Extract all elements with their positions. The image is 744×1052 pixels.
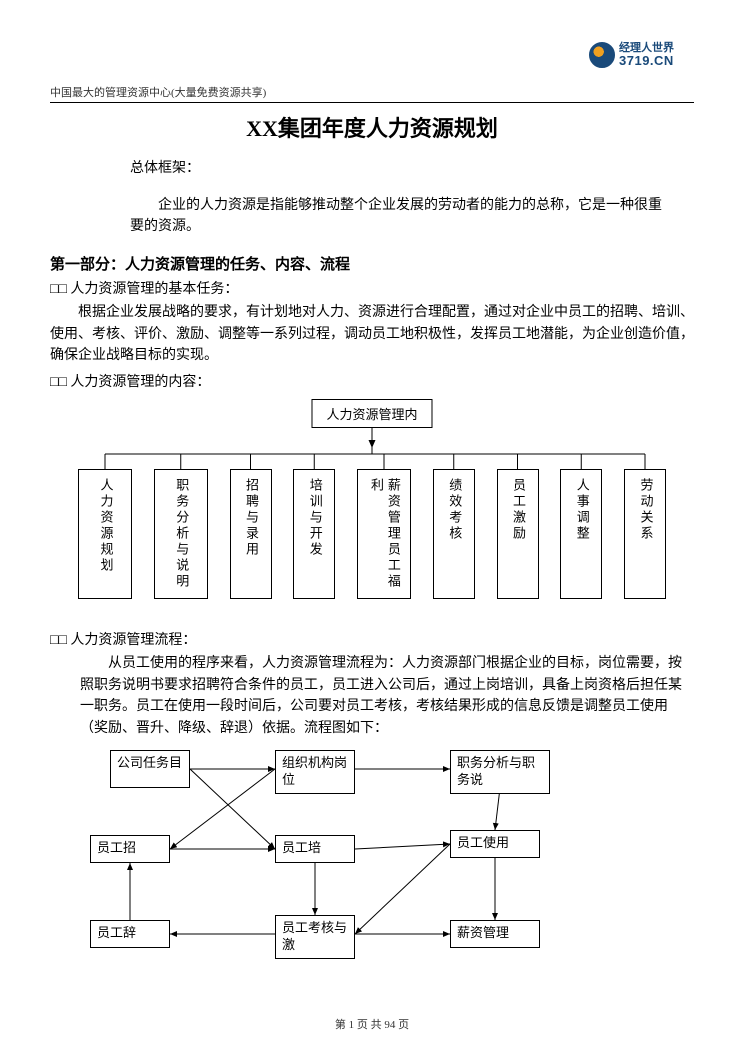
org-node-label: 人事调整 (573, 478, 590, 542)
section1-sub1-text: 人力资源管理的基本任务： (70, 282, 238, 297)
org-node-label: 人力资源规划 (97, 478, 114, 574)
section1-body1: 根据企业发展战略的要求，有计划地对人力、资源进行合理配置，通过对企业中员工的招聘… (50, 302, 694, 367)
subtitle: 总体框架： (130, 157, 694, 177)
section1-sub2-text: 人力资源管理的内容： (70, 375, 210, 390)
org-node-label: 招聘与录用 (242, 478, 259, 558)
org-node: 招聘与录用 (230, 469, 272, 599)
org-node: 培训与开发 (293, 469, 335, 599)
process-box-b9: 薪资管理 (450, 920, 540, 948)
page-footer: 第 1 页 共 94 页 (335, 1016, 409, 1032)
org-node: 绩效考核 (433, 469, 475, 599)
logo-icon (589, 42, 615, 68)
process-box-b1: 公司任务目 (110, 750, 190, 788)
process-box-b3: 职务分析与职务说 (450, 750, 550, 794)
process-box-b4: 员工招 (90, 835, 170, 863)
org-node-label: 劳动关系 (637, 478, 654, 542)
org-chart: 人力资源管理内 人力资源规划 职务分析与说明 招聘与录用 培训与开发 薪资管理员工福利 绩… (50, 399, 694, 609)
header-tagline: 中国最大的管理资源中心(大量免费资源共享) (50, 84, 694, 103)
logo-en: 3719.CN (619, 54, 674, 67)
org-node: 劳动关系 (624, 469, 666, 599)
org-node: 薪资管理员工福利 (357, 469, 411, 599)
logo: 经理人世界 3719.CN (589, 42, 674, 68)
process-diagram: 公司任务目 组织机构岗位 职务分析与职务说员工招 员工培 员工使用员工辞 员工考核与激 薪资… (50, 750, 694, 980)
org-nodes-row: 人力资源规划 职务分析与说明 招聘与录用 培训与开发 薪资管理员工福利 绩效考核 员工激励 人… (78, 469, 666, 599)
process-box-b7: 员工辞 (90, 920, 170, 948)
org-node-label: 员工激励 (509, 478, 526, 542)
org-node-label: 绩效考核 (445, 478, 462, 542)
process-box-b2: 组织机构岗位 (275, 750, 355, 794)
org-node-label: 职务分析与说明 (172, 478, 189, 590)
process-box-b6: 员工使用 (450, 830, 540, 858)
page-title: XX集团年度人力资源规划 (50, 111, 694, 143)
org-node-label: 薪资管理员工福利 (367, 478, 401, 598)
intro-text: 企业的人力资源是指能够推动整个企业发展的劳动者的能力的总称，它是一种很重要的资源… (130, 195, 694, 237)
process-box-b5: 员工培 (275, 835, 355, 863)
org-node: 员工激励 (497, 469, 539, 599)
process-box-b8: 员工考核与激 (275, 915, 355, 959)
section1-heading: 第一部分：人力资源管理的任务、内容、流程 (50, 253, 694, 274)
org-top-box: 人力资源管理内 (311, 399, 432, 428)
section2-sub-text: 人力资源管理流程： (70, 633, 196, 648)
section2-sub: □□ 人力资源管理流程： (50, 629, 694, 649)
section2-body: 从员工使用的程序来看，人力资源管理流程为：人力资源部门根据企业的目标，岗位需要，… (80, 653, 694, 740)
org-node: 职务分析与说明 (154, 469, 208, 599)
section1-sub1: □□ 人力资源管理的基本任务： (50, 278, 694, 298)
org-node: 人事调整 (560, 469, 602, 599)
section1-sub2: □□ 人力资源管理的内容： (50, 371, 694, 391)
org-node: 人力资源规划 (78, 469, 132, 599)
org-node-label: 培训与开发 (306, 478, 323, 558)
